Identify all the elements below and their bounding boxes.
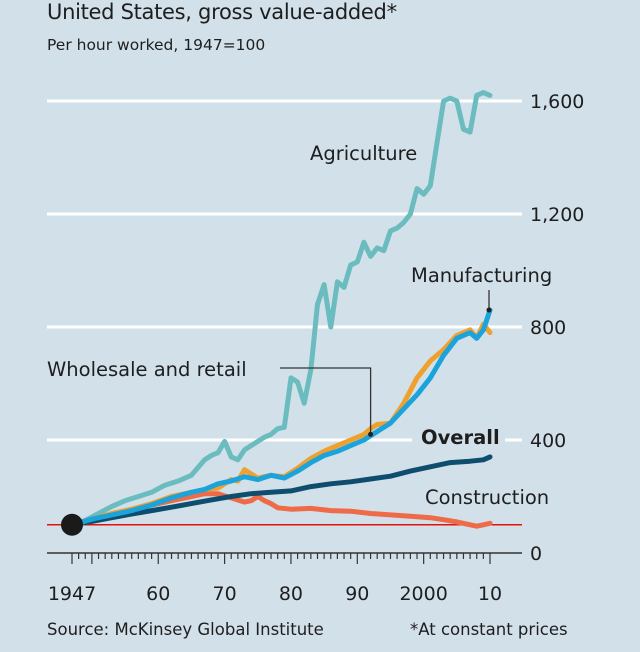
- series-line-agriculture: [69, 90, 493, 528]
- x-tick-label: 60: [146, 583, 170, 605]
- annotations: Agriculture Manufacturing Wholesale and …: [47, 142, 552, 509]
- x-tick-label: 70: [213, 583, 237, 605]
- chart-title: United States, gross value-added*: [47, 0, 397, 24]
- y-tick-label: 0: [530, 543, 542, 565]
- footnote: *At constant prices: [410, 620, 568, 639]
- x-tick-label: 90: [345, 583, 369, 605]
- y-tick-label: 400: [530, 430, 566, 452]
- chart-subtitle: Per hour worked, 1947=100: [47, 36, 266, 54]
- leader-lines: [280, 290, 492, 437]
- x-axis: 1947 60 70 80 90 2000 10: [47, 552, 522, 605]
- x-tick-label: 2000: [399, 583, 447, 605]
- y-tick-label: 800: [530, 317, 566, 339]
- series-line-manufacturing: [69, 307, 493, 528]
- label-wholesale-retail: Wholesale and retail: [47, 358, 247, 381]
- leader-dot-wholesale-retail: [368, 431, 374, 437]
- leader-dot-manufacturing: [486, 307, 492, 313]
- series-lines: [47, 90, 522, 536]
- y-tick-labels: 0 400 800 1,200 1,600: [530, 91, 584, 565]
- label-overall: Overall: [421, 426, 500, 449]
- x-tick-label: 80: [279, 583, 303, 605]
- start-marker: [61, 513, 83, 536]
- series-line-overall: [69, 454, 493, 528]
- x-tick-label: 10: [478, 583, 502, 605]
- label-construction: Construction: [425, 486, 549, 509]
- y-tick-label: 1,200: [530, 204, 584, 226]
- x-tick-label: 1947: [48, 583, 96, 605]
- y-tick-label: 1,600: [530, 91, 584, 113]
- label-agriculture: Agriculture: [310, 142, 417, 165]
- leader-wholesale-retail: [280, 367, 372, 435]
- label-manufacturing: Manufacturing: [411, 264, 552, 287]
- source-note: Source: McKinsey Global Institute: [47, 620, 324, 639]
